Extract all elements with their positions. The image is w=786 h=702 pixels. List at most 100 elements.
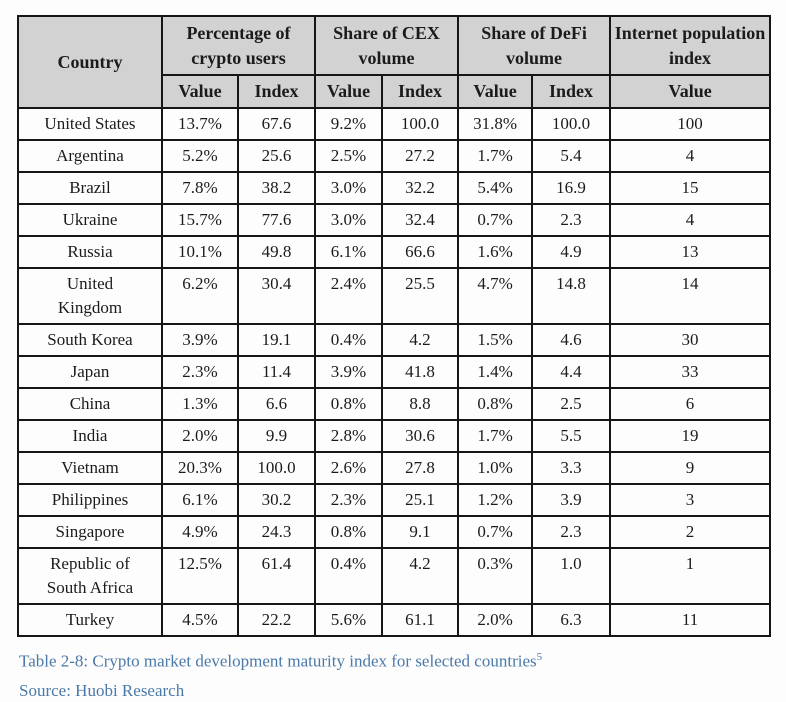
data-cell: 25.1: [381, 483, 460, 517]
country-name: Russia: [17, 235, 163, 269]
data-cell: 0.8%: [314, 387, 384, 421]
data-cell: 20.3%: [161, 451, 239, 485]
header-group-row: Country Percentage of crypto users Share…: [17, 15, 772, 109]
column-group-internet-population-index: Internet population index: [609, 15, 772, 76]
data-cell: 19: [609, 419, 772, 453]
data-cell: 100.0: [531, 107, 612, 141]
data-cell: 24.3: [236, 515, 317, 549]
data-cell: 0.8%: [314, 515, 384, 549]
subheader-value: Value: [161, 74, 239, 109]
data-cell: 2.6%: [314, 451, 384, 485]
table-row: Turkey 4.5% 22.2 5.6% 61.1 2.0% 6.3 11: [17, 603, 772, 637]
country-name: Japan: [17, 355, 163, 389]
country-name: Ukraine: [17, 203, 163, 237]
subheader-value: Value: [609, 74, 772, 109]
data-cell: 1: [609, 547, 772, 605]
data-cell: 25.6: [236, 139, 317, 173]
data-cell: 30.2: [236, 483, 317, 517]
data-cell: 15: [609, 171, 772, 205]
data-cell: 27.8: [381, 451, 460, 485]
data-cell: 14: [609, 267, 772, 325]
table-row: Russia 10.1% 49.8 6.1% 66.6 1.6% 4.9 13: [17, 235, 772, 269]
data-cell: 5.4: [531, 139, 612, 173]
data-cell: 2.3%: [161, 355, 239, 389]
table-row: Republic of South Africa 12.5% 61.4 0.4% 4.2…: [17, 547, 772, 605]
data-cell: 0.7%: [457, 203, 534, 237]
data-cell: 33: [609, 355, 772, 389]
data-cell: 1.2%: [457, 483, 534, 517]
data-cell: 5.4%: [457, 171, 534, 205]
table-row: Singapore 4.9% 24.3 0.8% 9.1 0.7% 2.3 2: [17, 515, 772, 549]
data-cell: 77.6: [236, 203, 317, 237]
data-cell: 4.6: [531, 323, 612, 357]
data-cell: 1.7%: [457, 139, 534, 173]
source-text: Source: Huobi Research: [19, 680, 185, 700]
data-cell: 0.7%: [457, 515, 534, 549]
data-cell: 61.4: [236, 547, 317, 605]
data-cell: 14.8: [531, 267, 612, 325]
data-cell: 10.1%: [161, 235, 239, 269]
table-row: Argentina 5.2% 25.6 2.5% 27.2 1.7% 5.4 4: [17, 139, 772, 173]
data-cell: 6: [609, 387, 772, 421]
table-row: South Korea 3.9% 19.1 0.4% 4.2 1.5% 4.6 30: [17, 323, 772, 357]
data-cell: 5.6%: [314, 603, 384, 637]
data-cell: 15.7%: [161, 203, 239, 237]
data-cell: 6.1%: [161, 483, 239, 517]
data-cell: 9: [609, 451, 772, 485]
crypto-maturity-table: Country Percentage of crypto users Share…: [17, 15, 772, 637]
country-name: China: [17, 387, 163, 421]
data-cell: 0.4%: [314, 547, 384, 605]
data-cell: 1.6%: [457, 235, 534, 269]
data-cell: 38.2: [236, 171, 317, 205]
data-cell: 1.5%: [457, 323, 534, 357]
data-cell: 4: [609, 139, 772, 173]
country-name: Singapore: [17, 515, 163, 549]
data-cell: 3.3: [531, 451, 612, 485]
data-cell: 7.8%: [161, 171, 239, 205]
data-cell: 4.2: [381, 547, 460, 605]
data-cell: 100.0: [381, 107, 460, 141]
data-cell: 11.4: [236, 355, 317, 389]
table-row: Japan 2.3% 11.4 3.9% 41.8 1.4% 4.4 33: [17, 355, 772, 389]
table-row: India 2.0% 9.9 2.8% 30.6 1.7% 5.5 19: [17, 419, 772, 453]
subheader-index: Index: [381, 74, 460, 109]
data-cell: 4.9%: [161, 515, 239, 549]
data-cell: 100.0: [236, 451, 317, 485]
data-cell: 1.7%: [457, 419, 534, 453]
data-cell: 4: [609, 203, 772, 237]
data-cell: 5.2%: [161, 139, 239, 173]
data-cell: 0.3%: [457, 547, 534, 605]
data-cell: 41.8: [381, 355, 460, 389]
country-name: United Kingdom: [17, 267, 163, 325]
header-sub-row: Value Index Value Index Value Index Valu…: [18, 74, 772, 109]
data-cell: 1.0%: [457, 451, 534, 485]
data-cell: 2.5%: [314, 139, 384, 173]
table-row: United Kingdom 6.2% 30.4 2.4% 25.5 4.7% 14.8 14: [17, 267, 772, 325]
data-cell: 2.0%: [161, 419, 239, 453]
data-cell: 1.4%: [457, 355, 534, 389]
data-cell: 3: [609, 483, 772, 517]
table-row: China 1.3% 6.6 0.8% 8.8 0.8% 2.5 6: [17, 387, 772, 421]
country-name: Republic of South Africa: [17, 547, 163, 605]
data-cell: 32.2: [381, 171, 460, 205]
data-cell: 6.1%: [314, 235, 384, 269]
data-cell: 8.8: [381, 387, 460, 421]
data-cell: 61.1: [381, 603, 460, 637]
table-row: Vietnam 20.3% 100.0 2.6% 27.8 1.0% 3.3 9: [17, 451, 772, 485]
data-cell: 3.9%: [314, 355, 384, 389]
data-cell: 16.9: [531, 171, 612, 205]
data-cell: 0.8%: [457, 387, 534, 421]
data-cell: 25.5: [381, 267, 460, 325]
country-name: South Korea: [17, 323, 163, 357]
table-row: United States 13.7% 67.6 9.2% 100.0 31.8% 100.…: [17, 107, 772, 141]
data-cell: 2.3%: [314, 483, 384, 517]
subheader-value: Value: [314, 74, 384, 109]
data-cell: 2.3: [531, 203, 612, 237]
data-cell: 3.0%: [314, 171, 384, 205]
table-row: Ukraine 15.7% 77.6 3.0% 32.4 0.7% 2.3 4: [17, 203, 772, 237]
data-cell: 1.3%: [161, 387, 239, 421]
table-header: Country Percentage of crypto users Share…: [17, 15, 772, 109]
table-caption: Table 2-8: Crypto market development mat…: [19, 646, 770, 673]
table-body: United States 13.7% 67.6 9.2% 100.0 31.8% 100.…: [17, 107, 772, 637]
column-header-country: Country: [17, 15, 163, 109]
